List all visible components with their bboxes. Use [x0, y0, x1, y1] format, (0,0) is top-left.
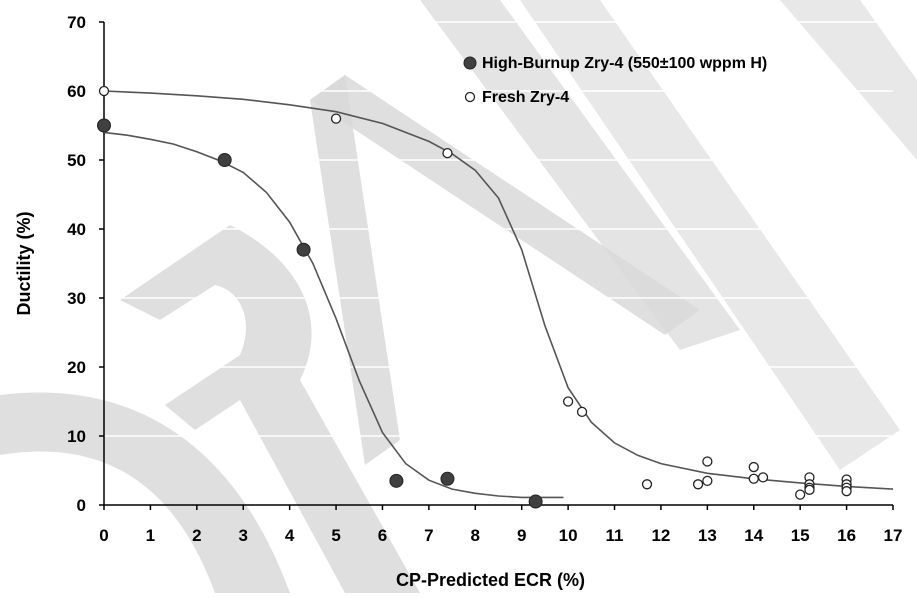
x-tick-label: 1	[146, 526, 155, 545]
data-point-fresh	[692, 479, 704, 490]
x-tick-label: 4	[285, 526, 295, 545]
watermark-t-stroke	[520, 0, 900, 470]
x-tick-label: 9	[517, 526, 526, 545]
data-point-fresh	[757, 472, 769, 483]
x-tick-label: 7	[424, 526, 433, 545]
data-point-fresh	[702, 456, 713, 467]
y-tick-label: 50	[67, 151, 86, 170]
x-tick-label: 3	[239, 526, 248, 545]
data-point-high-burnup	[217, 153, 232, 167]
data-point-fresh	[841, 486, 852, 497]
y-tick-label: 0	[77, 496, 86, 515]
data-point-fresh	[748, 461, 759, 473]
x-tick-label: 5	[331, 526, 340, 545]
data-point-fresh	[562, 396, 574, 407]
data-point-fresh	[804, 484, 815, 495]
data-point-fresh	[795, 489, 806, 500]
data-point-fresh	[702, 475, 713, 487]
y-axis-title: Ductility (%)	[14, 211, 34, 315]
x-tick-label: 17	[884, 526, 903, 545]
y-tick-label: 70	[67, 13, 86, 32]
x-tick-label: 12	[651, 526, 670, 545]
x-tick-label: 6	[378, 526, 387, 545]
data-point-fresh	[442, 147, 453, 159]
data-point-fresh	[576, 406, 588, 418]
x-tick-label: 16	[837, 526, 856, 545]
watermark-edge-stroke	[780, 0, 917, 160]
fit-curves	[103, 90, 894, 499]
data-point-fresh	[98, 85, 110, 97]
x-tick-label: 13	[698, 526, 717, 545]
x-tick-label: 2	[192, 526, 201, 545]
data-point-fresh	[748, 473, 759, 484]
data-point-high-burnup	[528, 494, 543, 509]
x-axis-title: CP-Predicted ECR (%)	[396, 570, 585, 590]
legend: High-Burnup Zry-4 (550±100 wppm H) Fresh …	[463, 55, 767, 106]
data-point-high-burnup	[440, 471, 455, 486]
data-points	[97, 85, 852, 509]
x-tick-label: 15	[791, 526, 810, 545]
legend-label: Fresh Zry-4	[482, 89, 569, 106]
watermark-f-stroke	[420, 0, 740, 350]
y-tick-label: 60	[67, 82, 86, 101]
x-tick-label: 10	[559, 526, 578, 545]
data-point-high-burnup	[389, 473, 404, 488]
data-point-high-burnup	[296, 242, 311, 257]
x-tick-label: 0	[99, 526, 108, 545]
data-point-fresh	[641, 479, 653, 490]
watermark-r-stroke	[120, 225, 420, 593]
watermark-a-stroke-1	[310, 75, 700, 335]
data-point-high-burnup	[97, 118, 111, 133]
x-tick-label: 14	[744, 526, 763, 545]
watermark-d-stroke	[0, 392, 290, 593]
y-tick-label: 40	[67, 220, 86, 239]
y-tick-label: 30	[67, 289, 86, 308]
legend-label: High-Burnup Zry-4 (550±100 wppm H)	[482, 55, 767, 72]
fit-curve-series-1	[103, 131, 564, 499]
data-point-fresh	[330, 113, 342, 124]
legend-marker-open	[464, 91, 476, 103]
x-tick-label: 11	[606, 526, 624, 545]
y-tick-label: 20	[67, 358, 86, 377]
legend-marker-filled	[463, 56, 477, 70]
fit-curve-series-2	[103, 90, 894, 490]
grid	[104, 21, 893, 437]
x-tick-label: 8	[471, 526, 480, 545]
y-tick-label: 10	[67, 427, 86, 446]
